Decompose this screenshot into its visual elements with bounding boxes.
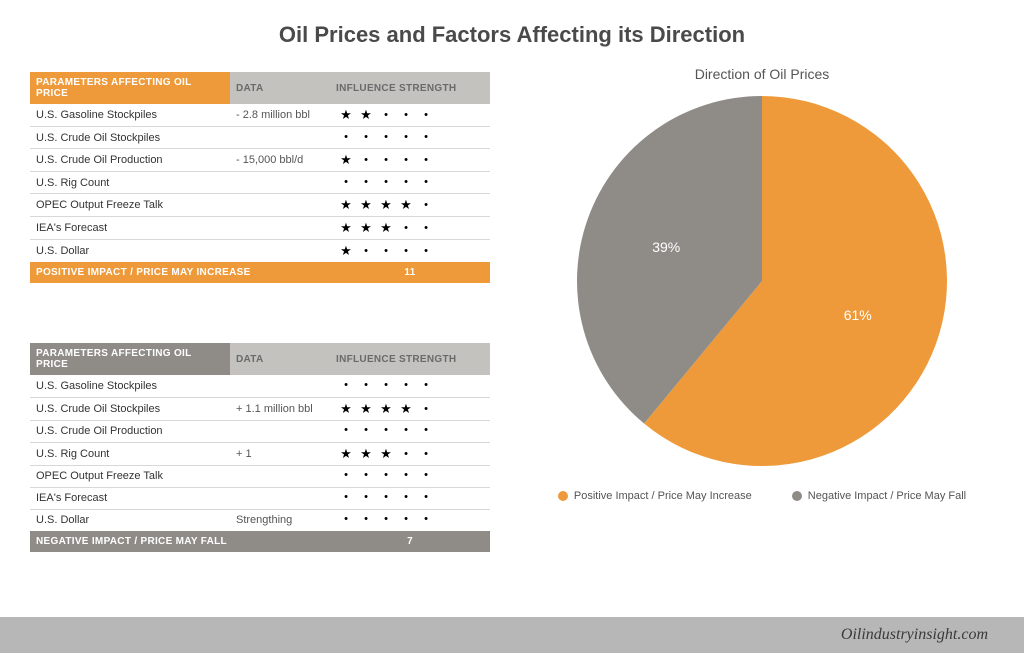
legend-swatch — [558, 491, 568, 501]
param-cell: U.S. Crude Oil Stockpiles — [30, 127, 230, 149]
col-header-data: DATA — [230, 72, 330, 104]
param-cell: U.S. Rig Count — [30, 172, 230, 194]
footer-total: 7 — [330, 531, 490, 552]
data-cell — [230, 487, 330, 509]
content-area: PARAMETERS AFFECTING OIL PRICE DATA INFL… — [0, 66, 1024, 617]
strength-cell: ••••• — [330, 487, 490, 509]
table-row: OPEC Output Freeze Talk ••••• — [30, 465, 490, 487]
col-header-influence: INFLUENCE STRENGTH — [330, 343, 490, 375]
table-row: OPEC Output Freeze Talk ★★★★• — [30, 194, 490, 217]
param-cell: U.S. Rig Count — [30, 442, 230, 465]
strength-cell: ★•••• — [330, 149, 490, 172]
data-cell: - 15,000 bbl/d — [230, 149, 330, 172]
pie-chart: 61%39% — [577, 96, 947, 466]
strength-cell: ••••• — [330, 375, 490, 397]
legend-item: Positive Impact / Price May Increase — [558, 490, 752, 502]
param-cell: IEA's Forecast — [30, 487, 230, 509]
chart-legend: Positive Impact / Price May Increase Nega… — [558, 490, 966, 502]
data-cell — [230, 172, 330, 194]
param-cell: U.S. Crude Oil Production — [30, 149, 230, 172]
table-body: U.S. Gasoline Stockpiles- 2.8 million bb… — [30, 104, 490, 262]
footer-total: 11 — [330, 262, 490, 283]
table-row: U.S. DollarStrengthing••••• — [30, 509, 490, 531]
data-cell: + 1 — [230, 442, 330, 465]
table-row: U.S. Rig Count+ 1★★★•• — [30, 442, 490, 465]
page-title: Oil Prices and Factors Affecting its Dir… — [0, 0, 1024, 66]
param-cell: U.S. Crude Oil Production — [30, 420, 230, 442]
table-footer-row: POSITIVE IMPACT / PRICE MAY INCREASE 11 — [30, 262, 490, 283]
table-row: U.S. Gasoline Stockpiles ••••• — [30, 375, 490, 397]
legend-swatch — [792, 491, 802, 501]
table-row: U.S. Gasoline Stockpiles- 2.8 million bb… — [30, 104, 490, 127]
strength-cell: ••••• — [330, 172, 490, 194]
data-cell — [230, 217, 330, 240]
data-cell: + 1.1 million bbl — [230, 397, 330, 420]
negative-impact-table: PARAMETERS AFFECTING OIL PRICE DATA INFL… — [30, 343, 490, 552]
table-body: U.S. Gasoline Stockpiles•••••U.S. Crude … — [30, 375, 490, 531]
strength-cell: ★★★★• — [330, 397, 490, 420]
table-row: IEA's Forecast ★★★•• — [30, 217, 490, 240]
strength-cell: ★★★★• — [330, 194, 490, 217]
data-cell — [230, 420, 330, 442]
strength-cell: ••••• — [330, 127, 490, 149]
strength-cell: ••••• — [330, 509, 490, 531]
chart-column: Direction of Oil Prices 61%39% Positive … — [530, 66, 994, 617]
table-row: U.S. Crude Oil Stockpiles+ 1.1 million b… — [30, 397, 490, 420]
data-cell — [230, 194, 330, 217]
data-cell: Strengthing — [230, 509, 330, 531]
table-row: U.S. Dollar ★•••• — [30, 240, 490, 263]
param-cell: U.S. Dollar — [30, 509, 230, 531]
param-cell: U.S. Gasoline Stockpiles — [30, 375, 230, 397]
footer-site-text: Oilindustryinsight.com — [841, 626, 988, 644]
footer-label: NEGATIVE IMPACT / PRICE MAY FALL — [30, 531, 330, 552]
table-row: U.S. Crude Oil Stockpiles ••••• — [30, 127, 490, 149]
param-cell: OPEC Output Freeze Talk — [30, 465, 230, 487]
param-cell: IEA's Forecast — [30, 217, 230, 240]
table-row: IEA's Forecast ••••• — [30, 487, 490, 509]
table-header-row: PARAMETERS AFFECTING OIL PRICE DATA INFL… — [30, 343, 490, 375]
table-row: U.S. Rig Count ••••• — [30, 172, 490, 194]
data-cell — [230, 375, 330, 397]
strength-cell: ★★••• — [330, 104, 490, 127]
strength-cell: ★★★•• — [330, 217, 490, 240]
footer-label: POSITIVE IMPACT / PRICE MAY INCREASE — [30, 262, 330, 283]
page-footer: Oilindustryinsight.com — [0, 617, 1024, 653]
chart-title: Direction of Oil Prices — [695, 66, 830, 82]
col-header-influence: INFLUENCE STRENGTH — [330, 72, 490, 104]
param-cell: U.S. Crude Oil Stockpiles — [30, 397, 230, 420]
table-row: U.S. Crude Oil Production ••••• — [30, 420, 490, 442]
table-footer-row: NEGATIVE IMPACT / PRICE MAY FALL 7 — [30, 531, 490, 552]
strength-cell: ★•••• — [330, 240, 490, 263]
legend-item: Negative Impact / Price May Fall — [792, 490, 966, 502]
legend-label: Positive Impact / Price May Increase — [574, 490, 752, 502]
col-header-params: PARAMETERS AFFECTING OIL PRICE — [30, 72, 230, 104]
strength-cell: ★★★•• — [330, 442, 490, 465]
legend-label: Negative Impact / Price May Fall — [808, 490, 966, 502]
data-cell — [230, 465, 330, 487]
data-cell: - 2.8 million bbl — [230, 104, 330, 127]
param-cell: OPEC Output Freeze Talk — [30, 194, 230, 217]
param-cell: U.S. Gasoline Stockpiles — [30, 104, 230, 127]
table-header-row: PARAMETERS AFFECTING OIL PRICE DATA INFL… — [30, 72, 490, 104]
data-cell — [230, 240, 330, 263]
positive-impact-table: PARAMETERS AFFECTING OIL PRICE DATA INFL… — [30, 72, 490, 283]
strength-cell: ••••• — [330, 465, 490, 487]
col-header-data: DATA — [230, 343, 330, 375]
table-row: U.S. Crude Oil Production- 15,000 bbl/d★… — [30, 149, 490, 172]
strength-cell: ••••• — [330, 420, 490, 442]
param-cell: U.S. Dollar — [30, 240, 230, 263]
tables-column: PARAMETERS AFFECTING OIL PRICE DATA INFL… — [30, 66, 490, 617]
col-header-params: PARAMETERS AFFECTING OIL PRICE — [30, 343, 230, 375]
data-cell — [230, 127, 330, 149]
